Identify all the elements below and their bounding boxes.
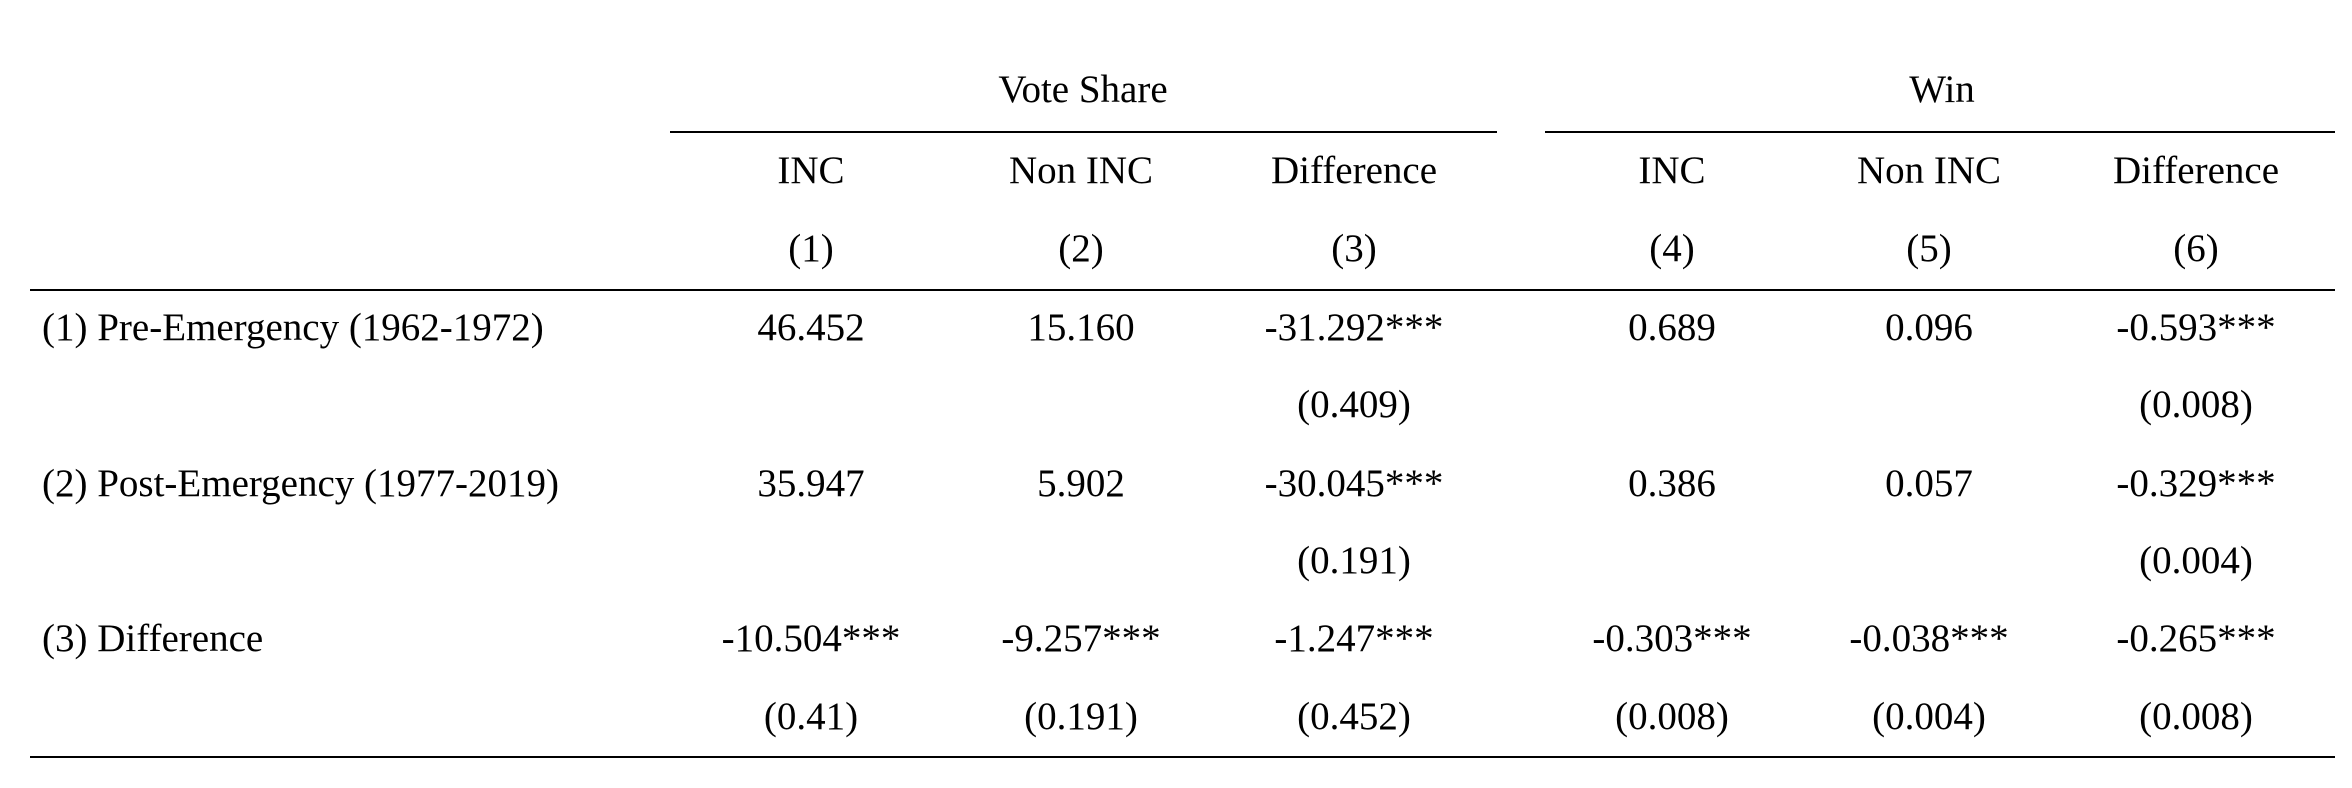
- cell: 0.057: [1885, 462, 1973, 505]
- cell: (0.008): [2139, 695, 2253, 738]
- column-header: Non INC: [1857, 149, 2001, 192]
- cell: (0.004): [2139, 539, 2253, 582]
- column-header: Non INC: [1009, 149, 1153, 192]
- column-number: (3): [1331, 227, 1376, 270]
- row-label: (3) Difference: [42, 617, 263, 660]
- cell: -9.257***: [1001, 617, 1160, 660]
- cell: -30.045***: [1265, 462, 1444, 505]
- column-header: Difference: [2113, 149, 2279, 192]
- cell: -0.593***: [2116, 306, 2275, 349]
- cell: 15.160: [1027, 306, 1134, 349]
- cell: -31.292***: [1265, 306, 1444, 349]
- row-label: (2) Post-Emergency (1977-2019): [42, 462, 559, 505]
- cell: -10.504***: [722, 617, 901, 660]
- cell: 0.386: [1628, 462, 1716, 505]
- cell: (0.409): [1297, 383, 1411, 426]
- column-header: Difference: [1271, 149, 1437, 192]
- column-number: (6): [2173, 227, 2218, 270]
- cell: 0.096: [1885, 306, 1973, 349]
- cell: 35.947: [757, 462, 864, 505]
- cell: (0.008): [1615, 695, 1729, 738]
- cell: 0.689: [1628, 306, 1716, 349]
- column-header: INC: [777, 149, 844, 192]
- cell: 5.902: [1037, 462, 1125, 505]
- cell: 46.452: [757, 306, 864, 349]
- column-header: INC: [1638, 149, 1705, 192]
- cell: (0.452): [1297, 695, 1411, 738]
- group-header: Vote Share: [998, 68, 1167, 111]
- cell: (0.191): [1024, 695, 1138, 738]
- column-number: (1): [788, 227, 833, 270]
- group-header: Win: [1909, 68, 1975, 111]
- cell: -0.038***: [1849, 617, 2008, 660]
- cell: (0.004): [1872, 695, 1986, 738]
- row-label: (1) Pre-Emergency (1962-1972): [42, 306, 544, 349]
- column-number: (5): [1906, 227, 1951, 270]
- cell: (0.41): [764, 695, 858, 738]
- cell: (0.008): [2139, 383, 2253, 426]
- cell: -0.303***: [1592, 617, 1751, 660]
- column-number: (2): [1058, 227, 1103, 270]
- cell: -1.247***: [1274, 617, 1433, 660]
- cell: (0.191): [1297, 539, 1411, 582]
- column-number: (4): [1649, 227, 1694, 270]
- cell: -0.329***: [2116, 462, 2275, 505]
- cell: -0.265***: [2116, 617, 2275, 660]
